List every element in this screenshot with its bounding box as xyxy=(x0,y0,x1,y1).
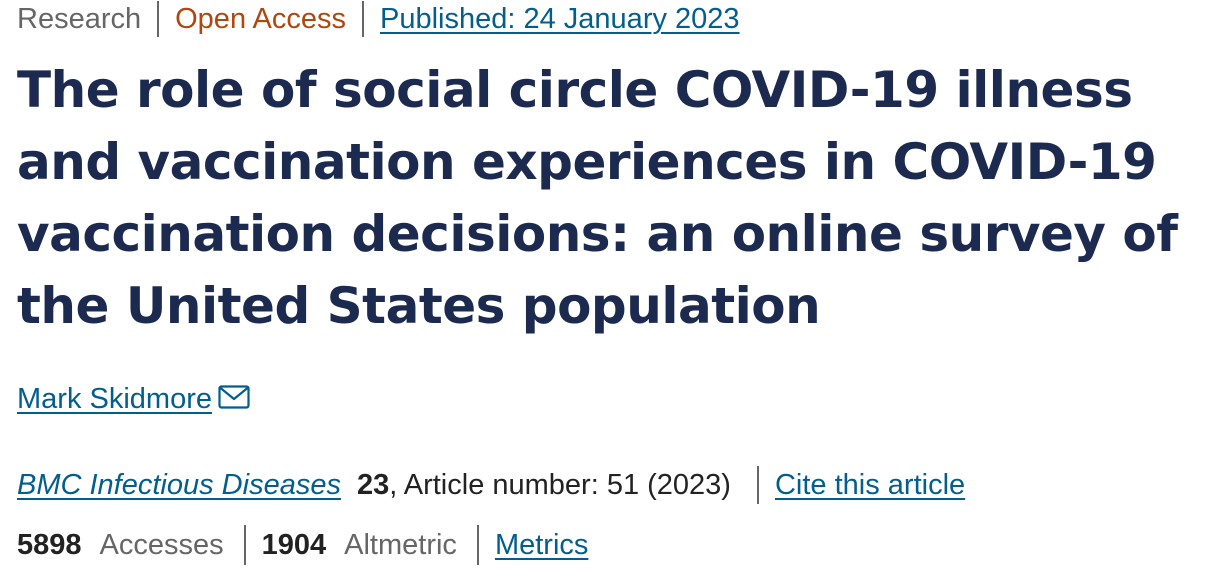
metrics-divider xyxy=(477,525,479,565)
meta-divider xyxy=(157,1,159,37)
author-list: Mark Skidmore xyxy=(17,383,250,416)
published-date-link[interactable]: Published: 24 January 2023 xyxy=(380,5,740,34)
author-link[interactable]: Mark Skidmore xyxy=(17,383,212,416)
metrics-divider xyxy=(244,525,246,565)
altmetric-score: 1904 xyxy=(262,529,327,562)
article-number: , Article number: 51 (2023) xyxy=(389,469,731,502)
metrics-row: 5898 Accesses 1904 Altmetric Metrics xyxy=(17,525,588,565)
journal-volume: 23 xyxy=(357,469,389,502)
article-type: Research xyxy=(17,5,141,34)
cite-this-article-link[interactable]: Cite this article xyxy=(775,469,965,502)
journal-link[interactable]: BMC Infectious Diseases xyxy=(17,469,341,502)
metrics-link[interactable]: Metrics xyxy=(495,529,588,562)
meta-divider xyxy=(362,1,364,37)
citation-row: BMC Infectious Diseases 23 , Article num… xyxy=(17,465,965,505)
article-title: The role of social circle COVID-19 illne… xyxy=(17,54,1207,342)
accesses-count: 5898 xyxy=(17,529,82,562)
mail-icon[interactable] xyxy=(218,384,250,408)
article-meta-row: Research Open Access Published: 24 Janua… xyxy=(17,0,740,38)
open-access-label: Open Access xyxy=(175,5,346,34)
accesses-label: Accesses xyxy=(100,529,224,562)
citation-divider xyxy=(757,466,759,504)
altmetric-label: Altmetric xyxy=(344,529,457,562)
